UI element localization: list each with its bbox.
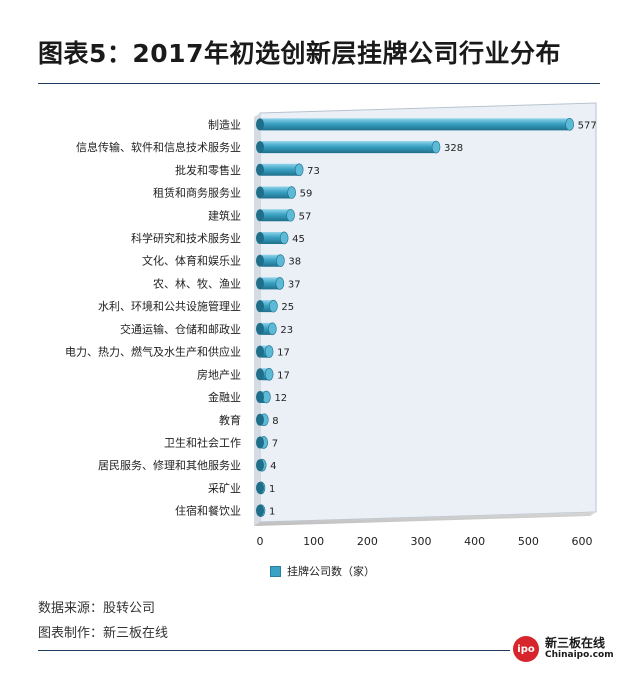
value-label: 8 bbox=[272, 416, 278, 427]
legend-label: 挂牌公司数（家） bbox=[287, 565, 375, 578]
bar bbox=[256, 481, 266, 495]
logo-name: 新三板在线 bbox=[545, 636, 606, 651]
bar bbox=[256, 163, 304, 177]
chart-legend: 挂牌公司数（家） bbox=[270, 563, 375, 579]
value-label: 17 bbox=[277, 348, 290, 359]
category-label: 文化、体育和娱乐业 bbox=[142, 254, 241, 268]
value-label: 45 bbox=[292, 234, 305, 245]
category-label: 房地产业 bbox=[197, 367, 241, 381]
bar bbox=[256, 322, 277, 336]
value-label: 59 bbox=[300, 189, 313, 200]
value-label: 328 bbox=[444, 143, 463, 154]
bar bbox=[256, 299, 278, 313]
value-label: 12 bbox=[274, 393, 287, 404]
value-label: 57 bbox=[299, 211, 312, 222]
bar bbox=[256, 436, 269, 449]
ipo-logo-icon: ipo bbox=[513, 636, 539, 662]
maker-note: 图表制作：新三板在线 bbox=[38, 626, 169, 641]
bar bbox=[256, 413, 269, 427]
bar bbox=[256, 368, 274, 381]
category-label: 教育 bbox=[219, 413, 241, 427]
source-note: 数据来源：股转公司 bbox=[38, 601, 156, 616]
value-label: 73 bbox=[307, 166, 320, 177]
value-label: 577 bbox=[578, 120, 597, 131]
category-label: 金融业 bbox=[208, 390, 241, 404]
value-label: 23 bbox=[280, 325, 293, 336]
x-tick-label: 500 bbox=[518, 535, 539, 548]
value-label: 1 bbox=[269, 507, 275, 518]
bar bbox=[256, 140, 441, 154]
category-label: 电力、热力、燃气及水生产和供应业 bbox=[65, 345, 241, 359]
plot-floor bbox=[254, 512, 596, 526]
x-tick-label: 100 bbox=[303, 535, 324, 548]
bar bbox=[256, 504, 266, 517]
x-tick-label: 0 bbox=[257, 535, 264, 548]
bar bbox=[256, 458, 267, 472]
category-label: 科学研究和技术服务业 bbox=[131, 231, 241, 245]
category-label: 卫生和社会工作 bbox=[164, 435, 241, 449]
brand-logo: ipo 新三板在线 Chinaipo.com bbox=[513, 636, 614, 662]
bar bbox=[256, 390, 271, 404]
bar bbox=[256, 254, 285, 267]
x-tick-label: 400 bbox=[464, 535, 485, 548]
title-divider bbox=[38, 83, 600, 84]
x-tick-label: 300 bbox=[411, 535, 432, 548]
category-label: 制造业 bbox=[208, 117, 241, 131]
x-tick-label: 200 bbox=[357, 535, 378, 548]
x-tick-label: 600 bbox=[572, 535, 593, 548]
value-label: 4 bbox=[270, 461, 276, 472]
value-label: 17 bbox=[277, 370, 290, 381]
category-label: 水利、环境和公共设施管理业 bbox=[98, 299, 241, 313]
category-label: 建筑业 bbox=[208, 208, 241, 222]
bar bbox=[256, 277, 285, 290]
category-label: 租赁和商务服务业 bbox=[153, 186, 241, 200]
value-label: 7 bbox=[272, 438, 278, 449]
logo-url: Chinaipo.com bbox=[545, 649, 614, 660]
bar bbox=[256, 208, 295, 222]
category-label: 信息传输、软件和信息技术服务业 bbox=[76, 140, 241, 154]
category-label: 住宿和餐饮业 bbox=[175, 504, 241, 518]
value-label: 1 bbox=[269, 484, 275, 495]
legend-swatch bbox=[270, 565, 281, 577]
category-label: 批发和零售业 bbox=[175, 163, 241, 177]
category-label: 交通运输、仓储和邮政业 bbox=[120, 322, 241, 336]
bar bbox=[256, 345, 274, 358]
category-label: 农、林、牧、渔业 bbox=[153, 276, 241, 290]
value-label: 37 bbox=[288, 279, 301, 290]
value-label: 25 bbox=[281, 302, 294, 313]
footer-divider bbox=[38, 650, 510, 651]
bar bbox=[256, 231, 289, 245]
value-label: 38 bbox=[288, 257, 301, 268]
bar bbox=[256, 186, 296, 199]
chart-title: 图表5：2017年初选创新层挂牌公司行业分布 bbox=[38, 39, 561, 68]
category-label: 采矿业 bbox=[208, 482, 241, 495]
category-label: 居民服务、修理和其他服务业 bbox=[98, 458, 241, 472]
bar bbox=[256, 118, 574, 131]
